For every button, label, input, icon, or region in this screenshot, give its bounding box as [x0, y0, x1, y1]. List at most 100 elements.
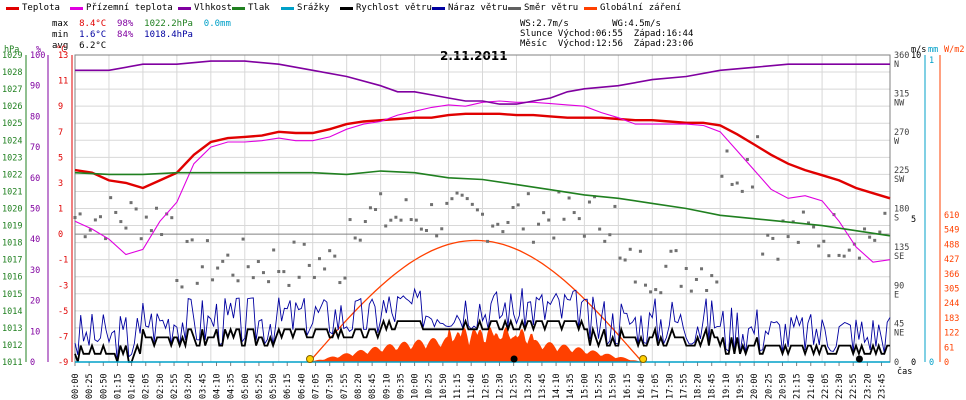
hpa-tick-label: 1012 [2, 341, 22, 351]
direction-tick-label: NW [894, 98, 905, 108]
legend-item-humidity: Vlhkost [178, 3, 232, 13]
solar-theoretical-curve [308, 239, 643, 363]
time-tick-label: 14:10 [552, 373, 562, 399]
wind-direction-dot [863, 227, 867, 231]
wind-direction-dot [745, 158, 749, 162]
ground-temperature-line [74, 100, 891, 263]
wind-direction-dot [226, 253, 230, 257]
wind-direction-dot [455, 191, 459, 195]
wind-direction-dot [593, 195, 597, 199]
time-tick-label: 12:05 [481, 373, 491, 399]
hpa-unit-label: hPa [4, 45, 19, 55]
wind-direction-dot [297, 275, 301, 279]
hpa-tick-label: 1017 [2, 256, 22, 266]
wind-direction-dot [669, 249, 673, 253]
wind-direction-dot [277, 270, 281, 274]
wind-direction-dot [883, 211, 887, 215]
wind-direction-dot [435, 234, 439, 238]
time-tick-label: 18:45 [708, 373, 718, 399]
c-tick-label: 11 [58, 77, 68, 87]
wind-direction-dot [674, 249, 678, 253]
wind-direction-dot [363, 220, 367, 224]
wind-direction-dot [430, 203, 434, 207]
wind-direction-dot [511, 206, 515, 210]
hpa-tick-label: 1015 [2, 290, 22, 300]
wind-direction-dot [384, 224, 388, 228]
pct-tick-label: 70 [30, 143, 40, 153]
wind-direction-dot [374, 208, 378, 212]
stats-avg-row: avg 6.2°C [52, 41, 107, 51]
direction-tick-label: NE [894, 329, 904, 339]
wind-direction-dot [318, 257, 321, 261]
wind-direction-dot [801, 210, 805, 214]
legend-swatch [6, 6, 19, 10]
time-tick-label: 14:35 [566, 373, 576, 399]
direction-tick-label: W [894, 137, 900, 147]
legend-swatch [281, 6, 294, 10]
wind-direction-dot [328, 249, 332, 253]
wind-direction-dot [216, 266, 220, 270]
wind-direction-dot [353, 236, 357, 240]
time-tick-label: 23:45 [878, 373, 888, 399]
wind-direction-dot [460, 193, 464, 197]
time-tick-label: 02:05 [142, 373, 152, 399]
c-tick-label: 0 [58, 230, 63, 240]
direction-tick-label: 0 [894, 358, 899, 368]
wind-direction-dot [272, 248, 276, 252]
time-tick-label: 22:05 [821, 373, 831, 399]
wind-direction-dot [256, 260, 260, 264]
wind-direction-dot [267, 280, 271, 284]
direction-tick-label: 135 [894, 243, 909, 253]
mm-tick-label: 1 [929, 56, 934, 66]
wind-direction-dot [409, 218, 413, 222]
time-tick-label: 12:30 [495, 373, 505, 399]
wind-direction-dot [649, 290, 653, 294]
wind-direction-dot [531, 240, 535, 244]
wind-direction-dot [628, 247, 632, 251]
direction-tick-label: S [894, 214, 899, 224]
wm2-tick-label: 549 [944, 226, 959, 236]
pct-tick-label: 90 [30, 82, 40, 92]
stats-block: max 8.4°C 98% 1022.2hPa 0.0mm min 1.6°C … [52, 19, 231, 52]
mm-tick-label: 0 [929, 358, 934, 368]
pct-tick-label: 100 [30, 51, 45, 61]
hpa-tick-label: 1027 [2, 85, 22, 95]
c-unit-label: °C [56, 45, 66, 55]
wind-direction-dot [776, 257, 780, 261]
wind-direction-dot [200, 265, 204, 269]
wind-direction-dot [572, 211, 576, 215]
wind-direction-dot [587, 200, 591, 204]
wind-direction-dot [109, 196, 113, 200]
wind-direction-dot [481, 212, 484, 216]
wind-direction-dot [750, 185, 754, 189]
wind-direction-dot [445, 201, 449, 205]
wm2-tick-label: 305 [944, 285, 959, 295]
wind-direction-dot [302, 242, 306, 246]
wm2-tick-label: 366 [944, 270, 959, 280]
wind-direction-dot [873, 238, 877, 242]
legend-item-precipitation: Srážky [281, 3, 330, 13]
legend-swatch [70, 6, 83, 10]
time-tick-label: 16:40 [637, 373, 647, 399]
wind-gust-line [74, 287, 891, 362]
hpa-tick-label: 1023 [2, 153, 22, 163]
pct-tick-label: 40 [30, 235, 40, 245]
time-tick-label: 10:50 [439, 373, 449, 399]
sun-moon-info: WS:2.7m/s WG:4.5m/s Slunce Východ:06:55 Z… [520, 19, 694, 49]
wind-direction-dot [638, 249, 642, 253]
wind-direction-dot [766, 233, 770, 237]
wind-direction-dot [114, 210, 118, 214]
wind-direction-dot [608, 233, 612, 237]
wind-direction-dot [812, 225, 816, 229]
wind-direction-dot [526, 192, 530, 196]
wind-direction-dot [175, 278, 179, 282]
wind-direction-dot [582, 234, 586, 238]
chart-title: 2.11.2011 [440, 49, 508, 63]
wind-direction-dot [221, 259, 225, 263]
wind-direction-dot [730, 182, 734, 186]
temperature-line [74, 112, 891, 200]
wind-direction-dot [654, 288, 658, 292]
time-tick-label: 20:00 [750, 373, 760, 399]
legend-swatch [584, 6, 597, 10]
